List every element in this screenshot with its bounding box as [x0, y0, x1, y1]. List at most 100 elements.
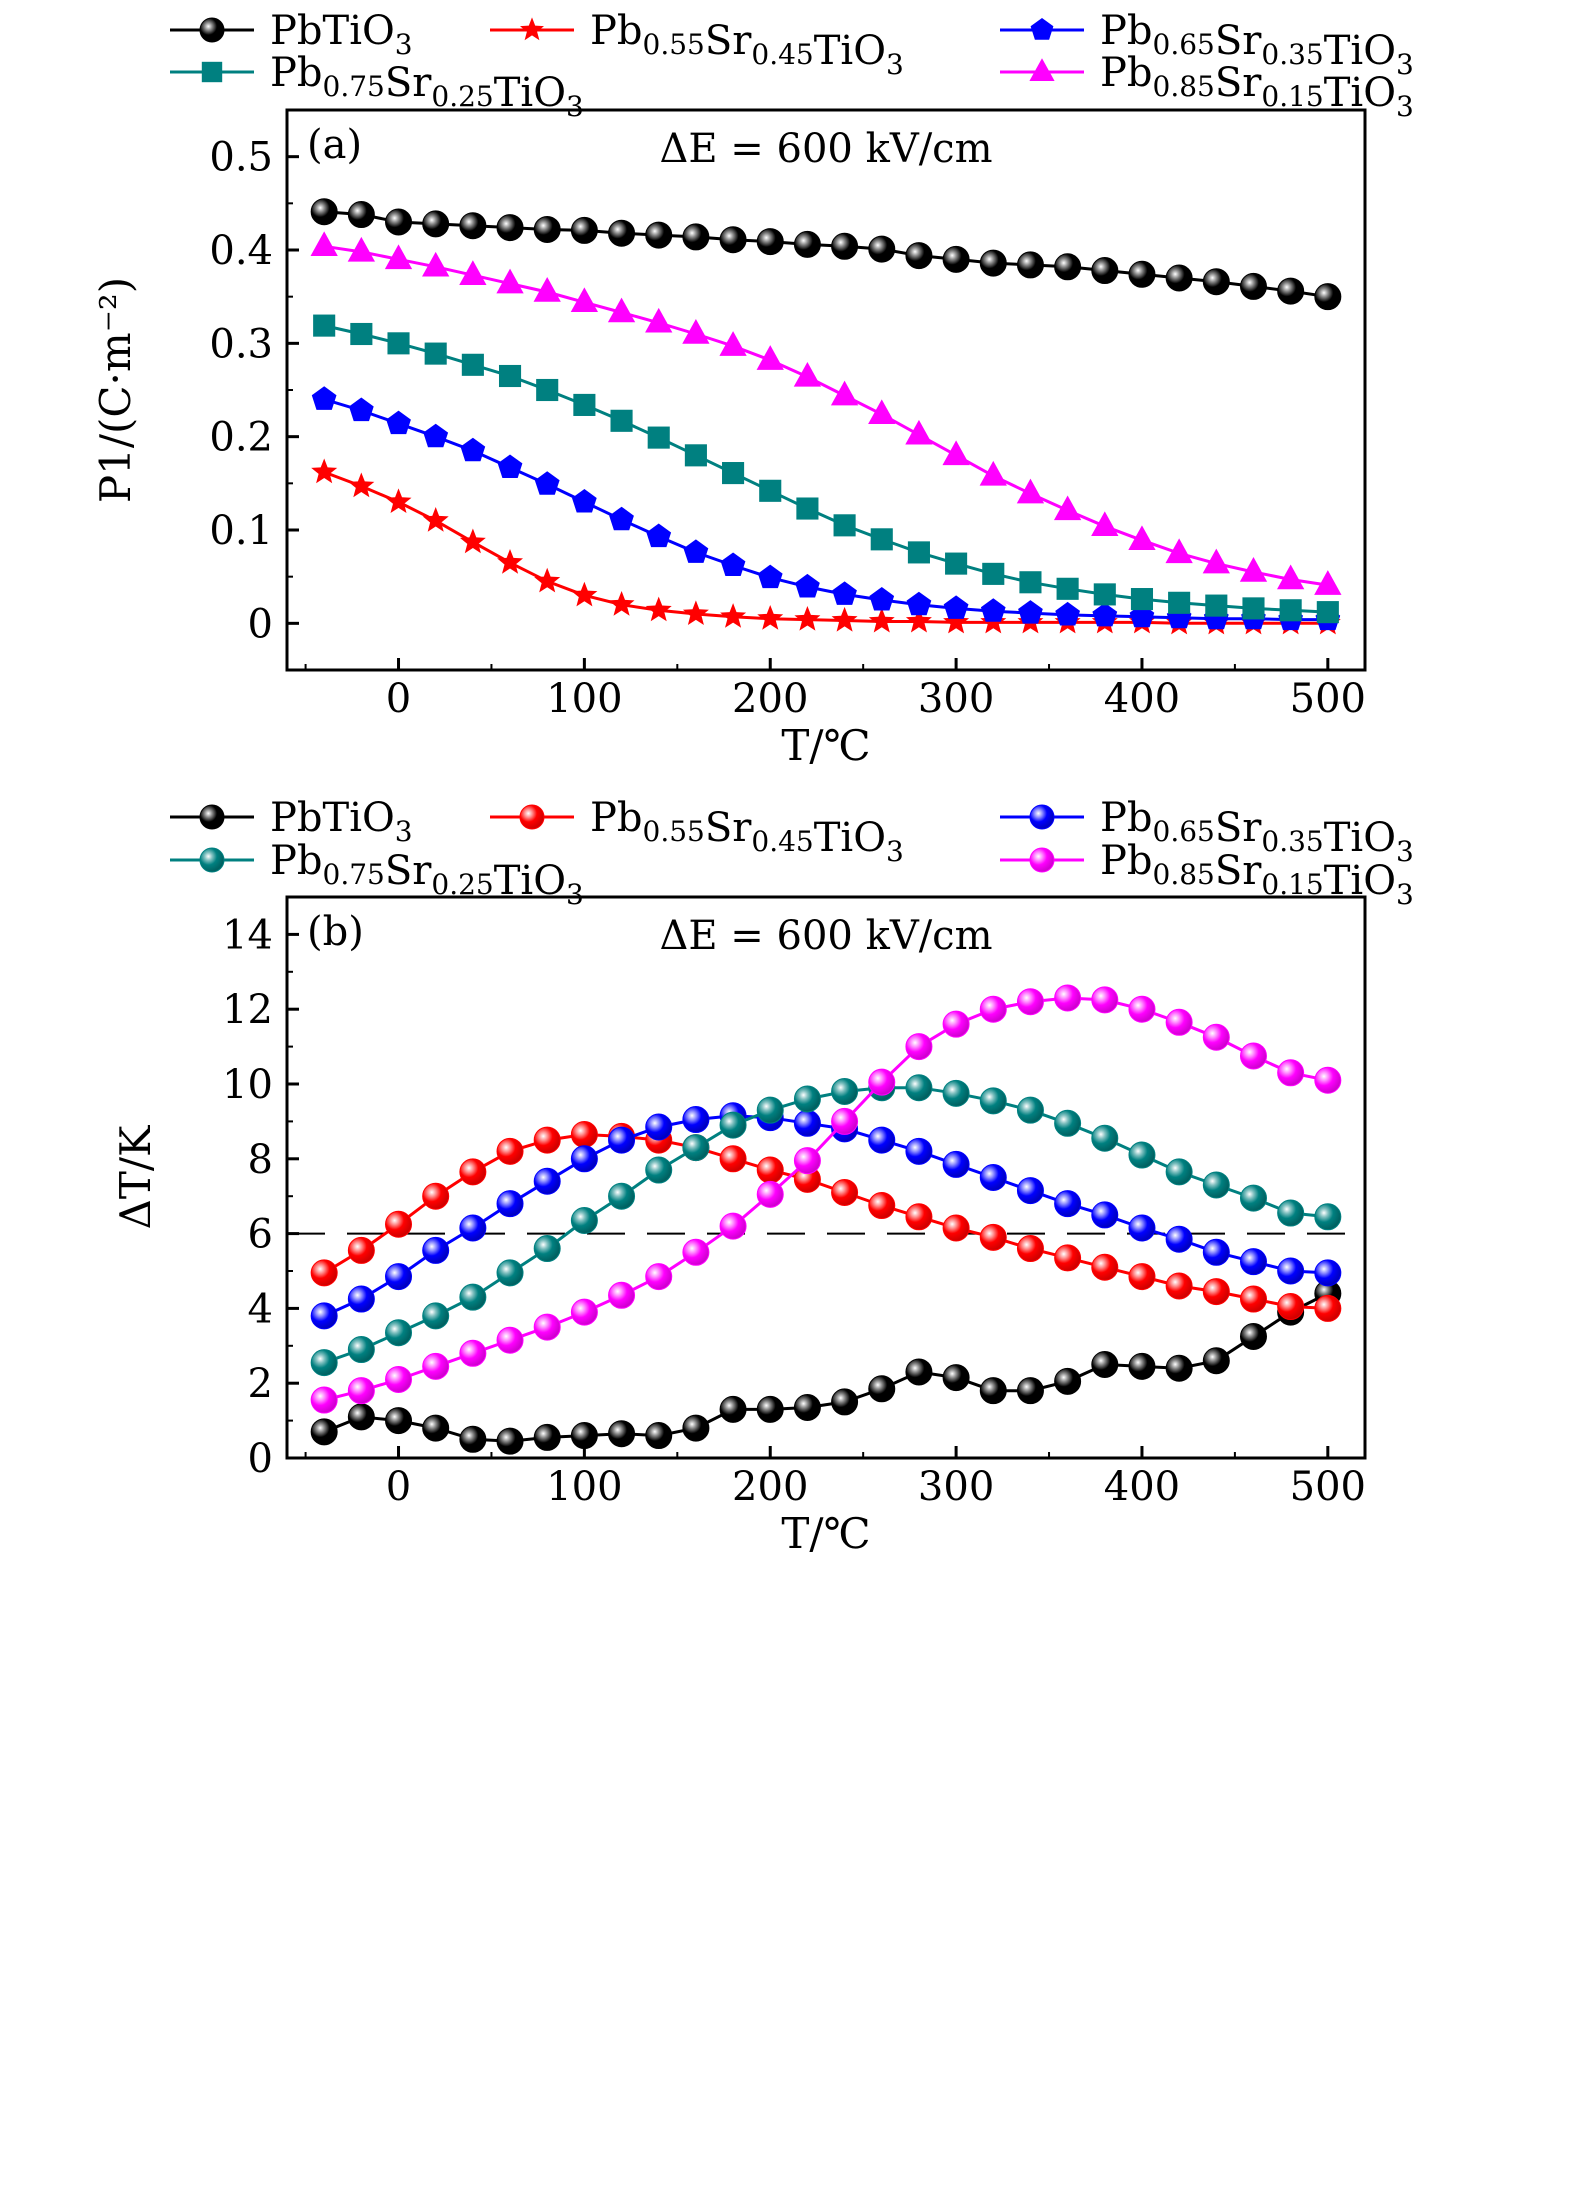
data-point — [833, 514, 856, 537]
data-point — [831, 1077, 859, 1105]
data-point — [719, 1395, 747, 1423]
x-tick-label: 100 — [546, 1464, 622, 1510]
data-point — [459, 1283, 487, 1311]
y-tick-label: 8 — [248, 1137, 273, 1183]
data-point — [608, 1126, 636, 1154]
data-point — [1165, 1008, 1193, 1036]
data-point — [608, 591, 635, 616]
data-point — [459, 1425, 487, 1453]
data-point — [385, 1319, 413, 1347]
data-point — [422, 1302, 450, 1330]
data-point — [1016, 1377, 1044, 1405]
data-point — [534, 567, 561, 593]
data-point — [497, 549, 523, 574]
data-point — [1314, 1066, 1342, 1094]
y-tick-label: 0.1 — [209, 508, 273, 554]
data-point — [386, 410, 411, 435]
data-point — [310, 1386, 338, 1414]
data-point — [1128, 1352, 1156, 1380]
data-point — [722, 462, 745, 485]
legend-label: Pb0.85Sr0.15TiO3 — [1100, 838, 1414, 911]
data-point — [942, 245, 970, 273]
x-tick-label: 100 — [546, 676, 622, 722]
data-point — [347, 201, 375, 229]
data-point — [1128, 525, 1156, 551]
data-point — [310, 231, 338, 257]
series-Pb0.85Sr0.15TiO3 — [310, 231, 1342, 595]
data-point — [570, 1207, 598, 1235]
data-point — [979, 1377, 1007, 1405]
data-point — [1091, 986, 1119, 1014]
y-tick-label: 12 — [222, 987, 273, 1033]
legend-label: Pb0.65Sr0.35TiO3 — [1100, 8, 1414, 81]
field-annotation: ΔE = 600 kV/cm — [659, 126, 992, 172]
data-point — [1055, 601, 1080, 626]
data-point — [905, 1203, 933, 1231]
data-point — [1314, 1203, 1342, 1231]
legend-marker — [520, 17, 544, 41]
data-point — [980, 598, 1006, 622]
data-point — [942, 1079, 970, 1107]
data-point — [422, 1414, 450, 1442]
data-point — [831, 232, 859, 260]
data-point — [609, 506, 634, 531]
data-point — [496, 1137, 524, 1165]
data-point — [942, 440, 970, 466]
data-point — [1128, 1214, 1156, 1242]
data-point — [905, 1137, 933, 1165]
data-point — [424, 342, 447, 365]
data-point — [682, 1238, 710, 1266]
data-point — [868, 1192, 896, 1220]
legend-label: Pb0.85Sr0.15TiO3 — [1100, 50, 1414, 123]
data-point — [831, 1388, 859, 1416]
data-point — [1018, 600, 1043, 624]
data-point — [1128, 995, 1156, 1023]
data-point — [907, 541, 930, 564]
data-point — [459, 260, 487, 285]
plot-frame — [285, 895, 1367, 1460]
data-point — [347, 1403, 375, 1431]
data-point — [869, 587, 895, 611]
x-tick-label: 500 — [1290, 1464, 1366, 1510]
legend-marker — [1029, 804, 1055, 830]
data-point — [942, 1010, 970, 1038]
x-axis-label: T/℃ — [781, 721, 870, 770]
data-point — [496, 1427, 524, 1455]
plot-frame — [285, 108, 1367, 672]
data-point — [422, 507, 449, 532]
x-tick-label: 400 — [1104, 1464, 1180, 1510]
legend-item: Pb0.55Sr0.45TiO3 — [490, 795, 904, 868]
data-point — [459, 1158, 487, 1186]
data-point — [1165, 538, 1193, 564]
data-point — [720, 552, 746, 576]
data-point — [1239, 1285, 1267, 1313]
data-point — [1239, 557, 1268, 582]
y-tick-label: 0 — [248, 1436, 273, 1482]
y-tick-label: 0.4 — [209, 228, 273, 274]
data-point — [1016, 251, 1044, 279]
field-annotation: ΔE = 600 kV/cm — [659, 913, 992, 959]
data-point — [1053, 495, 1082, 521]
legend-label: PbTiO3 — [270, 795, 413, 848]
data-point — [793, 1085, 821, 1113]
data-point — [608, 219, 636, 247]
legend-marker — [201, 61, 223, 83]
data-point — [719, 226, 747, 254]
data-point — [1016, 1235, 1044, 1263]
data-point — [533, 1235, 561, 1263]
y-tick-label: 0.3 — [209, 321, 273, 367]
data-point — [496, 268, 524, 294]
x-tick-label: 400 — [1104, 676, 1180, 722]
data-point — [1239, 272, 1267, 300]
data-point — [1202, 1278, 1230, 1306]
data-point — [682, 1134, 710, 1162]
x-tick-label: 500 — [1290, 676, 1366, 722]
data-point — [533, 1126, 561, 1154]
data-point — [868, 235, 896, 263]
data-point — [756, 1395, 784, 1423]
data-point — [868, 1126, 896, 1154]
data-point — [979, 249, 1007, 277]
legend-item: PbTiO3 — [170, 8, 413, 61]
data-point — [979, 460, 1007, 486]
